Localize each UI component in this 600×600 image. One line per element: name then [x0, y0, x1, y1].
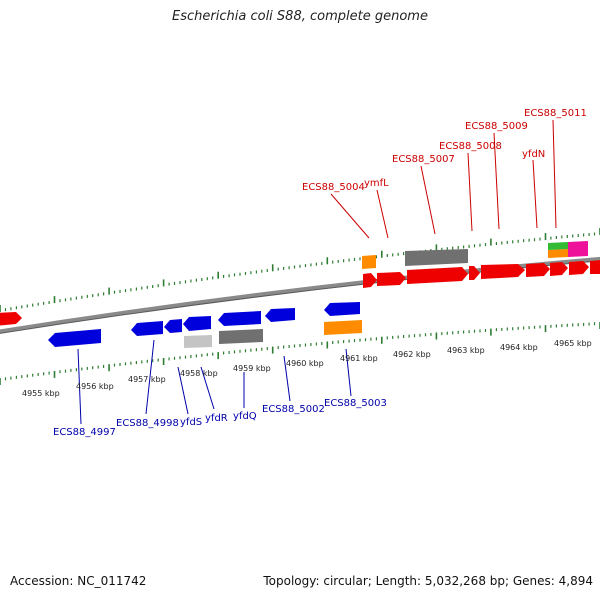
tick-label: 4959 kbp [233, 364, 271, 373]
label-ecs88-5009[interactable]: ECS88_5009 [465, 121, 528, 132]
map-title: Escherichia coli S88, complete genome [172, 9, 428, 24]
rna-feature[interactable] [324, 320, 362, 335]
tick-label: 4960 kbp [286, 359, 324, 368]
forward-gene-ecs88-5008[interactable] [469, 266, 480, 280]
kbp-tick-labels: 4955 kbp 4956 kbp 4957 kbp 4958 kbp 4959… [22, 339, 592, 398]
tick-label: 4955 kbp [22, 389, 60, 398]
tick-label: 4964 kbp [500, 343, 538, 352]
forward-gene-ymfl[interactable] [377, 272, 406, 286]
pseudo-gene[interactable] [219, 329, 263, 344]
forward-gene-ecs88-5011[interactable] [569, 261, 589, 275]
label-ecs88-5007[interactable]: ECS88_5007 [392, 154, 455, 165]
label-yfds[interactable]: yfdS [180, 417, 202, 428]
label-ecs88-4998[interactable]: ECS88_4998 [116, 418, 179, 429]
misc-feature[interactable] [568, 241, 588, 257]
reverse-gene-ecs88-4997[interactable] [48, 329, 101, 347]
forward-labels: ECS88_5004 ymfL ECS88_5007 ECS88_5008 EC… [302, 108, 587, 239]
lower-tick-track [0, 322, 600, 385]
label-ecs88-4997[interactable]: ECS88_4997 [53, 427, 116, 438]
forward-gene[interactable] [0, 312, 22, 326]
reverse-gene-yfdr[interactable] [183, 316, 211, 331]
pseudo-gene[interactable] [184, 335, 212, 348]
tick-label: 4965 kbp [554, 339, 592, 348]
reverse-gene-ecs88-5002[interactable] [265, 308, 295, 322]
tick-label: 4962 kbp [393, 350, 431, 359]
label-yfdq[interactable]: yfdQ [233, 411, 257, 422]
label-ecs88-5004[interactable]: ECS88_5004 [302, 182, 365, 193]
label-ecs88-5008[interactable]: ECS88_5008 [439, 141, 502, 152]
reverse-gene-ecs88-4998[interactable] [131, 321, 163, 336]
reverse-gene-yfdq[interactable] [218, 311, 261, 326]
reverse-labels: ECS88_4997 ECS88_4998 yfdS yfdR yfdQ ECS… [53, 339, 387, 438]
tick-label: 4963 kbp [447, 346, 485, 355]
label-ecs88-5002[interactable]: ECS88_5002 [262, 404, 325, 415]
rna-feature[interactable] [548, 249, 568, 258]
label-yfdr[interactable]: yfdR [205, 413, 228, 424]
tick-label: 4958 kbp [180, 369, 218, 378]
genome-stats: Topology: circular; Length: 5,032,268 bp… [263, 574, 593, 588]
forward-gene-ecs88-5007[interactable] [407, 267, 468, 284]
forward-gene[interactable] [590, 260, 600, 274]
label-ymfl[interactable]: ymfL [364, 178, 389, 189]
genome-backbone [0, 256, 600, 334]
label-ecs88-5011[interactable]: ECS88_5011 [524, 108, 587, 119]
forward-gene-ecs88-5009[interactable] [481, 264, 525, 279]
tick-label: 4961 kbp [340, 354, 378, 363]
trna-feature[interactable] [548, 242, 568, 250]
forward-gene[interactable] [550, 262, 568, 276]
forward-gene-yfdn[interactable] [526, 263, 550, 277]
label-ecs88-5003[interactable]: ECS88_5003 [324, 398, 387, 409]
reverse-gene-ecs88-5003[interactable] [324, 302, 360, 316]
label-yfdn[interactable]: yfdN [522, 149, 545, 160]
accession-text: Accession: NC_011742 [10, 574, 147, 588]
feature-track[interactable] [0, 241, 600, 348]
forward-gene-ecs88-5004[interactable] [363, 273, 377, 288]
rna-feature[interactable] [362, 255, 376, 269]
reverse-gene-yfds[interactable] [164, 319, 182, 333]
pseudo-gene[interactable] [405, 249, 468, 266]
tick-label: 4957 kbp [128, 375, 166, 384]
tick-label: 4956 kbp [76, 382, 114, 391]
